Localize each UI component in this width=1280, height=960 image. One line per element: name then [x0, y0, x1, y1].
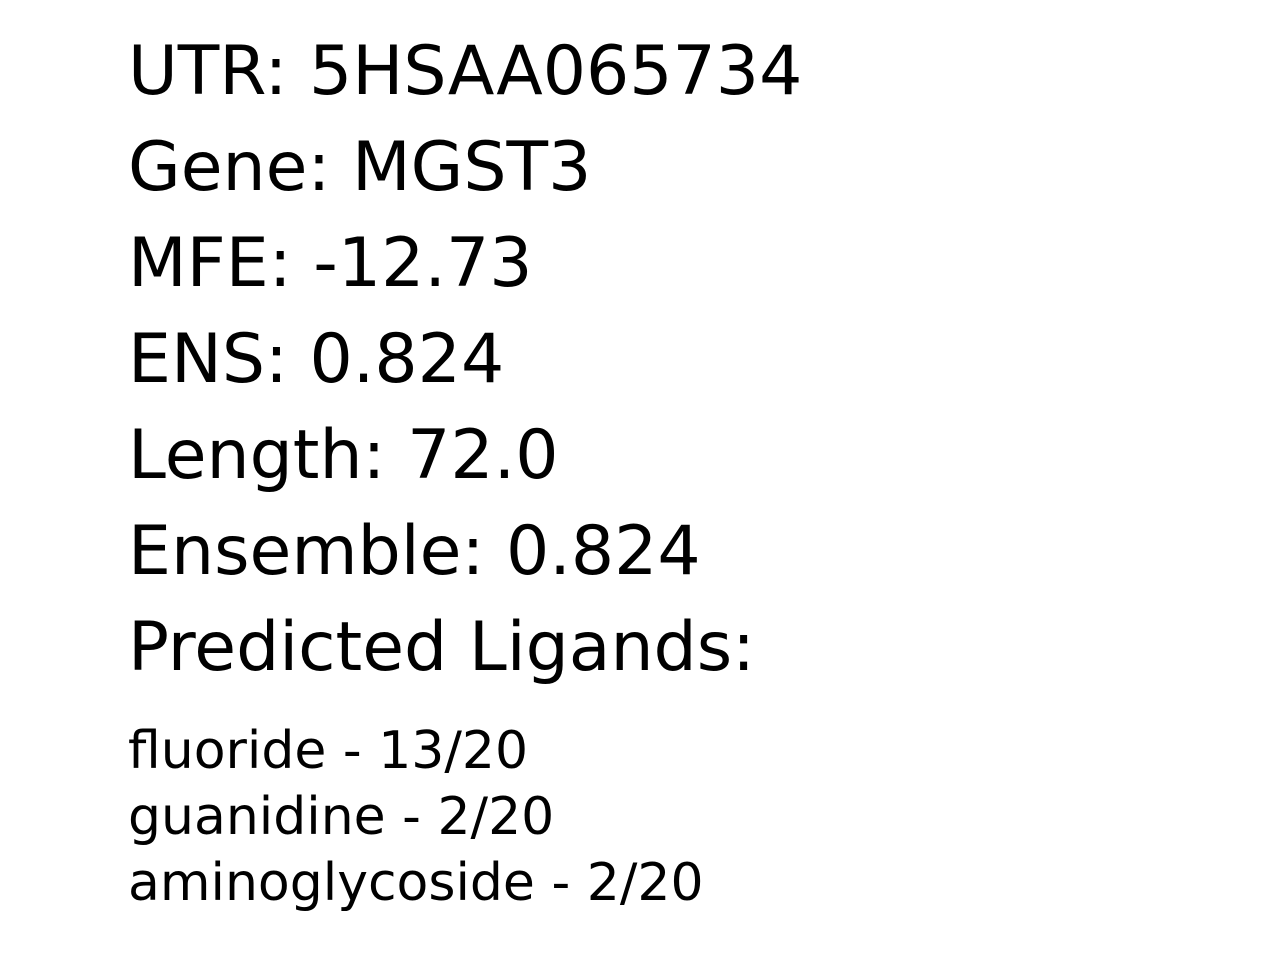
ensemble-label: Ensemble [128, 512, 462, 591]
ligand-item: guanidine - 2/20 [128, 787, 555, 847]
utr-field: UTR: 5HSAA065734 [128, 32, 803, 111]
ensemble-field: Ensemble: 0.824 [128, 512, 701, 591]
ens-field: ENS: 0.824 [128, 320, 505, 399]
ligand-score: 2/20 [437, 787, 555, 847]
mfe-value: -12.73 [313, 224, 533, 303]
ligands-heading: Predicted Ligands: [128, 608, 756, 687]
ligand-score: 2/20 [586, 853, 704, 913]
length-field: Length: 72.0 [128, 416, 559, 495]
ens-value: 0.824 [309, 320, 505, 399]
mfe-label: MFE [128, 224, 269, 303]
length-value: 72.0 [407, 416, 559, 495]
ligand-name: guanidine [128, 787, 386, 847]
ens-label: ENS [128, 320, 265, 399]
utr-value: 5HSAA065734 [309, 32, 803, 111]
length-label: Length [128, 416, 363, 495]
gene-field: Gene: MGST3 [128, 128, 592, 207]
mfe-field: MFE: -12.73 [128, 224, 533, 303]
utr-label: UTR [128, 32, 265, 111]
ligand-name: aminoglycoside [128, 853, 535, 913]
ligand-item: fluoride - 13/20 [128, 721, 529, 781]
ligand-item: aminoglycoside - 2/20 [128, 853, 704, 913]
ligand-name: fluoride [128, 721, 327, 781]
ligand-score: 13/20 [378, 721, 529, 781]
gene-value: MGST3 [352, 128, 592, 207]
gene-label: Gene [128, 128, 308, 207]
ensemble-value: 0.824 [506, 512, 701, 591]
